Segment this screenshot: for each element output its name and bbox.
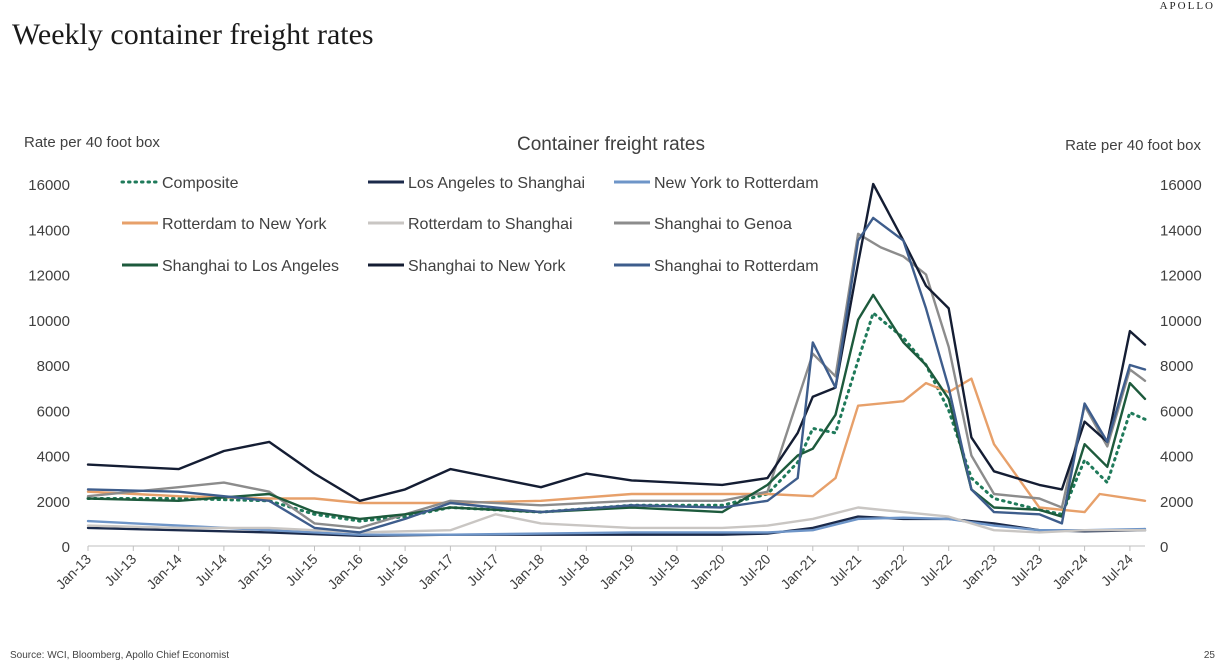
- x-tick-label: Jan-23: [959, 551, 1001, 593]
- x-tick-label: Jan-21: [777, 551, 819, 593]
- legend-label: Shanghai to Genoa: [654, 216, 792, 233]
- x-tick-label: Jan-13: [53, 551, 95, 593]
- x-tick-label: Jul-21: [826, 551, 864, 589]
- y-tick-label-left: 2000: [37, 494, 70, 511]
- legend-label: Rotterdam to New York: [162, 216, 328, 233]
- series-line-shanghai-to-rotterdam: [86, 216, 1147, 534]
- y-axis-label-right: Rate per 40 foot box: [1065, 137, 1201, 154]
- x-tick-label: Jan-20: [687, 551, 729, 593]
- y-tick-label-right: 12000: [1160, 268, 1202, 285]
- legend-label: Shanghai to Rotterdam: [654, 258, 819, 275]
- legend-item: Los Angeles to Shanghai: [368, 175, 585, 192]
- x-tick-label: Jan-17: [415, 551, 457, 593]
- legend-item: Rotterdam to Shanghai: [368, 216, 573, 233]
- x-tick-label: Jul-13: [101, 551, 139, 589]
- legend-item: Composite: [120, 175, 239, 192]
- series-line-composite: [86, 311, 1147, 523]
- y-tick-label-left: 6000: [37, 403, 70, 420]
- y-tick-label-left: 4000: [37, 449, 70, 466]
- series-line-new-york-to-rotterdam: [86, 516, 1147, 536]
- x-tick-label: Jul-15: [282, 551, 320, 589]
- legend-label: New York to Rotterdam: [654, 175, 819, 192]
- x-tick-label: Jul-24: [1098, 551, 1136, 589]
- legend-label: Rotterdam to Shanghai: [408, 216, 573, 233]
- y-tick-label-right: 0: [1160, 539, 1168, 556]
- legend: Composite Los Angeles to Shanghai New York…: [120, 175, 819, 275]
- brand-logo: APOLLO: [1159, 0, 1215, 12]
- x-tick-label: Jul-18: [554, 551, 592, 589]
- x-tick-label: Jan-18: [506, 551, 548, 593]
- y-tick-label-right: 8000: [1160, 358, 1193, 375]
- x-tick-label: Jul-23: [1007, 551, 1045, 589]
- x-tick-label: Jan-22: [868, 551, 910, 593]
- x-tick-label: Jan-19: [596, 551, 638, 593]
- y-tick-label-left: 14000: [28, 222, 70, 239]
- y-tick-label-left: 16000: [28, 177, 70, 194]
- x-tick-label: Jul-14: [192, 551, 230, 589]
- legend-item: Rotterdam to New York: [122, 216, 328, 233]
- x-tick-label: Jan-15: [234, 551, 276, 593]
- source-note: Source: WCI, Bloomberg, Apollo Chief Eco…: [10, 650, 229, 661]
- x-ticks: Jan-13 Jul-13 Jan-14 Jul-14 Jan-15 Jul-15 Jan-…: [53, 546, 1136, 593]
- legend-item: Shanghai to New York: [368, 258, 566, 275]
- x-tick-label: Jul-17: [464, 551, 502, 589]
- series-lines: [86, 182, 1147, 537]
- legend-item: Shanghai to Rotterdam: [614, 258, 819, 275]
- x-tick-label: Jan-16: [324, 551, 366, 593]
- y-tick-label-left: 10000: [28, 313, 70, 330]
- series-line-shanghai-to-new-york: [86, 182, 1147, 502]
- legend-item: Shanghai to Los Angeles: [122, 258, 339, 275]
- y-ticks-right: 0 2000 4000 6000 8000 10000 12000 14000 16000: [1160, 177, 1202, 556]
- series-line-shanghai-to-los-angeles: [86, 293, 1147, 521]
- y-ticks-left: 0 2000 4000 6000 8000 10000 12000 14000 16000: [28, 177, 70, 556]
- y-tick-label-left: 12000: [28, 268, 70, 285]
- x-tick-label: Jan-14: [143, 551, 185, 593]
- x-tick-label: Jan-24: [1049, 551, 1091, 593]
- page-number: 25: [1203, 650, 1215, 661]
- series-line-rotterdam-to-shanghai: [86, 506, 1147, 534]
- chart-title: Container freight rates: [517, 134, 705, 155]
- series-line-rotterdam-to-new-york: [86, 377, 1147, 514]
- y-tick-label-right: 2000: [1160, 494, 1193, 511]
- x-tick-label: Jul-22: [917, 551, 955, 589]
- page-title: Weekly container freight rates: [12, 18, 374, 51]
- y-tick-label-right: 16000: [1160, 177, 1202, 194]
- legend-label: Shanghai to Los Angeles: [162, 258, 339, 275]
- y-tick-label-right: 6000: [1160, 403, 1193, 420]
- x-tick-label: Jul-16: [373, 551, 411, 589]
- x-tick-label: Jul-19: [645, 551, 683, 589]
- y-tick-label-right: 14000: [1160, 222, 1202, 239]
- y-tick-label-left: 8000: [37, 358, 70, 375]
- legend-item: New York to Rotterdam: [614, 175, 819, 192]
- y-tick-label-right: 10000: [1160, 313, 1202, 330]
- y-axis-label-left: Rate per 40 foot box: [24, 134, 160, 151]
- series-line-shanghai-to-genoa: [86, 232, 1147, 530]
- legend-label: Composite: [162, 175, 239, 192]
- y-tick-label-right: 4000: [1160, 449, 1193, 466]
- y-tick-label-left: 0: [62, 539, 70, 556]
- x-tick-label: Jul-20: [735, 551, 773, 589]
- legend-label: Shanghai to New York: [408, 258, 566, 275]
- legend-label: Los Angeles to Shanghai: [408, 175, 585, 192]
- legend-item: Shanghai to Genoa: [614, 216, 792, 233]
